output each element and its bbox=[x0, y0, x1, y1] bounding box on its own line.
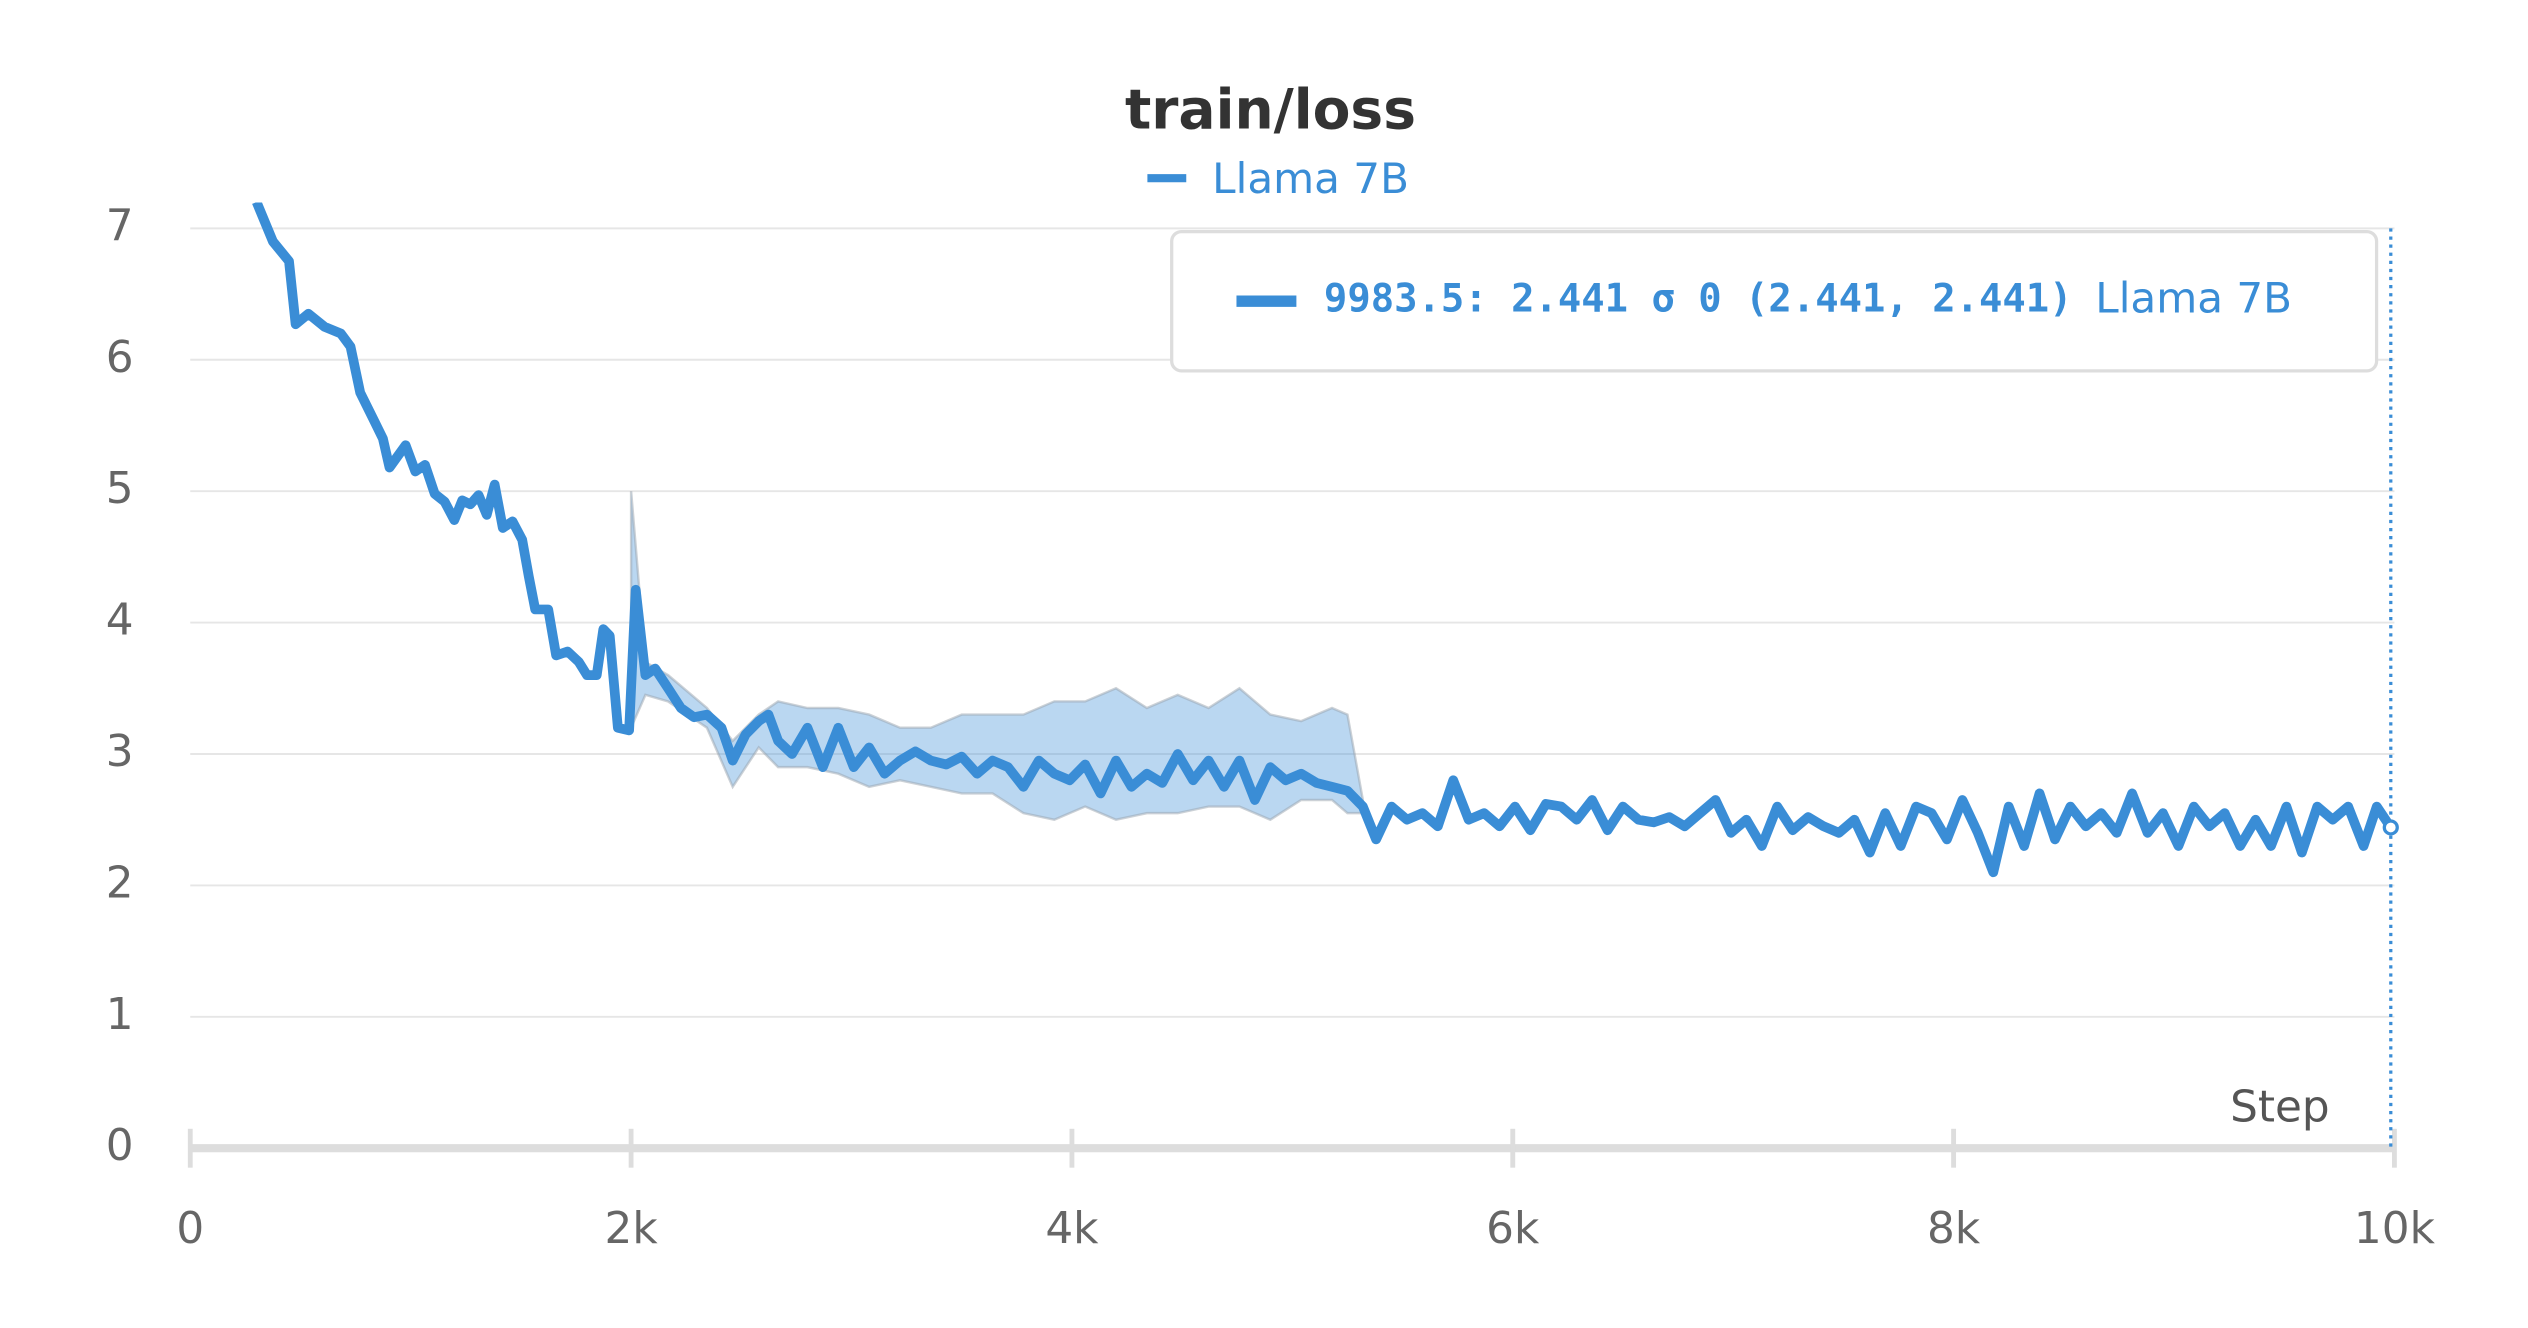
series-line bbox=[252, 202, 2395, 878]
x-tick-label: 8k bbox=[1927, 1203, 1981, 1254]
x-tick-label: 0 bbox=[176, 1203, 204, 1254]
x-tick-label: 2k bbox=[605, 1203, 659, 1254]
tooltip bbox=[1170, 229, 2379, 373]
legend-label: Llama 7B bbox=[1212, 154, 1409, 203]
plot-area bbox=[252, 202, 2395, 878]
chart-title: train/loss bbox=[1125, 77, 1416, 141]
y-tick-label: 7 bbox=[106, 200, 134, 251]
x-tick-label: 6k bbox=[1486, 1203, 1540, 1254]
y-tick-label: 1 bbox=[106, 989, 134, 1040]
x-axis-label: Step bbox=[2230, 1081, 2330, 1132]
hover-dot bbox=[2382, 819, 2399, 836]
tooltip-series: Llama 7B bbox=[2095, 274, 2292, 323]
y-tick-label: 5 bbox=[106, 463, 134, 514]
y-tick-label: 0 bbox=[106, 1120, 134, 1171]
x-tick-label: 4k bbox=[1045, 1203, 1099, 1254]
x-tick-label: 10k bbox=[2354, 1203, 2436, 1254]
band bbox=[629, 491, 1365, 822]
y-tick-label: 4 bbox=[106, 595, 134, 646]
y-tick-label: 3 bbox=[106, 726, 134, 777]
tooltip-value: 9983.5: 2.441 σ 0 (2.441, 2.441) bbox=[1324, 277, 2073, 322]
y-tick-label: 2 bbox=[106, 857, 134, 908]
y-tick-label: 6 bbox=[106, 332, 134, 383]
